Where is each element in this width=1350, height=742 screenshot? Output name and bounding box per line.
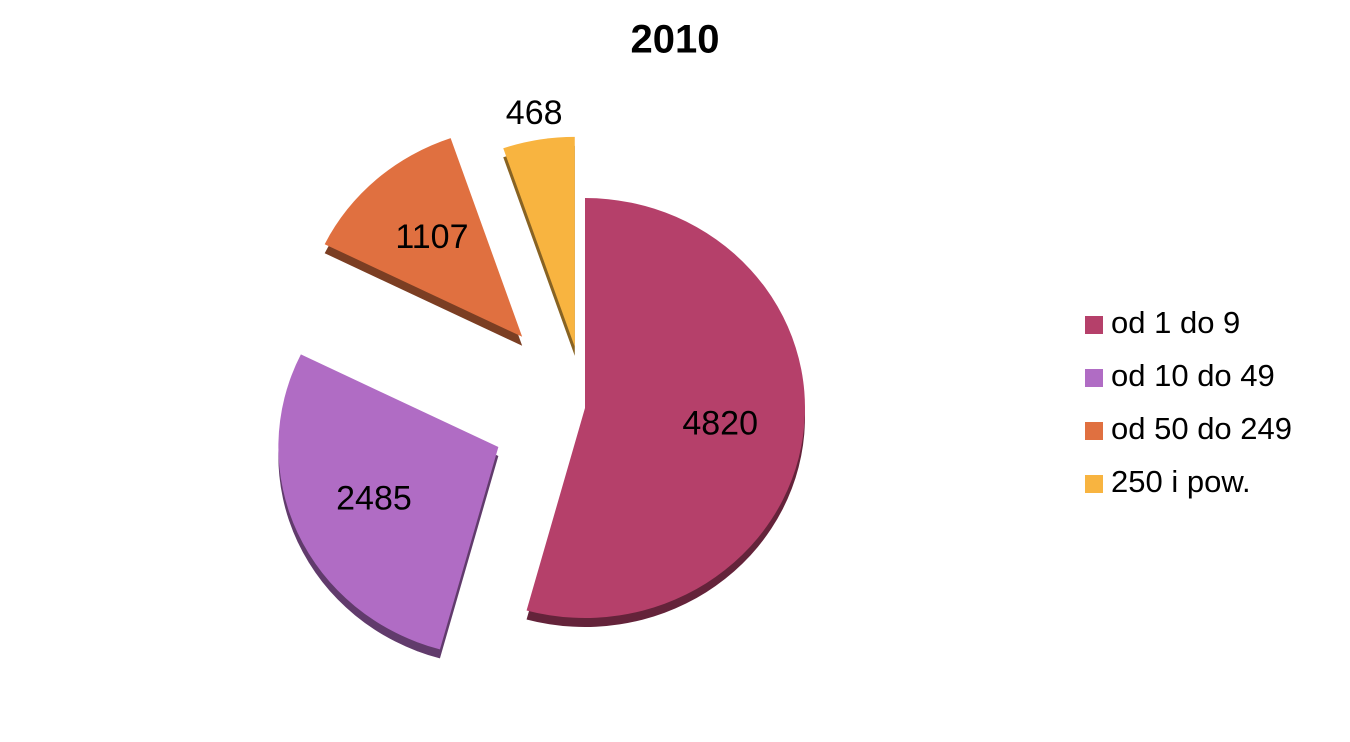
chart-title: 2010: [631, 18, 720, 62]
data-label: 4820: [682, 404, 758, 442]
slice: [526, 198, 805, 618]
legend-label: od 10 do 49: [1111, 358, 1275, 393]
legend-swatch: [1085, 422, 1103, 440]
legend-swatch: [1085, 316, 1103, 334]
legend-swatch: [1085, 369, 1103, 387]
data-label: 468: [506, 94, 563, 132]
data-label: 1107: [395, 218, 468, 256]
legend-label: 250 i pow.: [1111, 464, 1251, 499]
slice: [324, 138, 523, 337]
data-label: 2485: [336, 479, 412, 517]
legend-label: od 1 do 9: [1111, 305, 1240, 340]
legend-swatch: [1085, 475, 1103, 493]
slice: [503, 136, 575, 347]
slice: [278, 354, 499, 650]
legend-label: od 50 do 249: [1111, 411, 1292, 446]
